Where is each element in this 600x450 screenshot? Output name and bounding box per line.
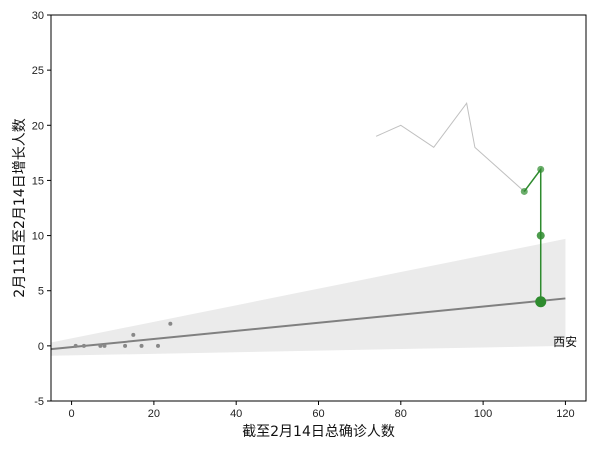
regression-line xyxy=(50,297,566,351)
x-tick-label: 40 xyxy=(230,408,242,420)
axes-layer xyxy=(47,14,587,405)
points-layer xyxy=(73,165,547,348)
scatter-point xyxy=(98,343,103,348)
scatter-point xyxy=(102,343,107,348)
scatter-point xyxy=(123,343,128,348)
x-tick-label: 120 xyxy=(556,408,574,420)
y-tick-label: 0 xyxy=(38,341,44,353)
y-tick-label: 30 xyxy=(32,10,44,22)
y-tick-label: 15 xyxy=(32,175,44,187)
x-tick-label: 20 xyxy=(148,408,160,420)
gray-trajectory-line xyxy=(375,102,542,193)
y-tick-label: 25 xyxy=(32,65,44,77)
confidence-band xyxy=(51,238,566,356)
scatter-point xyxy=(156,343,160,348)
x-tick-label: 60 xyxy=(312,408,324,420)
point-annotation: 西安 xyxy=(553,334,577,349)
confidence-band-layer xyxy=(51,238,566,356)
y-tick-label: 20 xyxy=(32,120,44,132)
green-point xyxy=(520,187,528,195)
y-axis-label: 2月11日至2月14日增长人数 xyxy=(12,118,28,297)
x-tick-label: 0 xyxy=(69,408,75,420)
scatter-point xyxy=(73,343,78,348)
x-axis-label: 截至2月14日总确诊人数 xyxy=(242,424,395,440)
scatter-point xyxy=(81,343,86,348)
green-trajectory-line xyxy=(523,167,542,302)
green-point xyxy=(537,165,545,173)
y-tick-label: -5 xyxy=(34,396,44,408)
green-point xyxy=(536,231,545,240)
scatter-point xyxy=(131,332,136,337)
scatter-point xyxy=(168,321,173,326)
y-tick-label: 10 xyxy=(32,231,44,243)
x-tick-label: 100 xyxy=(474,408,492,420)
scatter-point xyxy=(139,343,144,348)
x-tick-label: 80 xyxy=(395,408,407,420)
text-layer: 0 20 40 60 80 100 120 -5 0 5 10 15 20 25 30 截至2月14日总确诊人… xyxy=(12,10,577,440)
y-tick-label: 5 xyxy=(38,286,44,298)
green-point xyxy=(535,296,547,308)
